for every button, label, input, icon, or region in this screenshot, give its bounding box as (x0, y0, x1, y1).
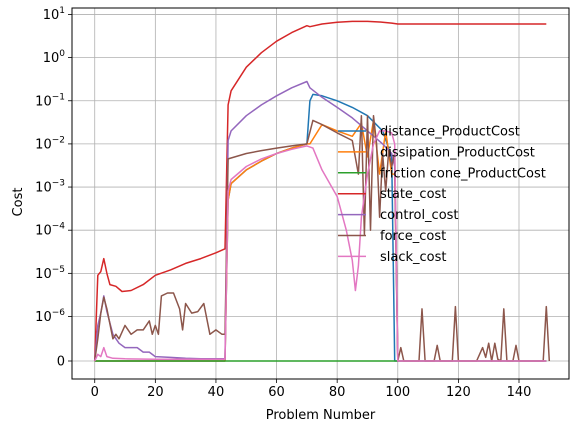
y-tick-exponent: −5 (52, 265, 65, 275)
legend-label: distance_ProductCost (380, 125, 520, 140)
legend: distance_ProductCost dissipation_ProductC… (338, 125, 546, 265)
y-axis-title: Cost (11, 188, 26, 217)
plot-frame (71, 7, 570, 380)
y-tick-exponent: −4 (52, 222, 66, 232)
legend-label: slack_cost (380, 250, 447, 265)
x-axis: 0 20 40 60 80 100 120 140 (91, 379, 532, 400)
series-line-state-cost (93, 20, 547, 362)
x-axis-title: Problem Number (266, 408, 376, 423)
y-tick-label: 0 (57, 355, 65, 370)
legend-label: dissipation_ProductCost (380, 145, 535, 160)
x-tick-label: 20 (147, 385, 164, 400)
legend-label: friction cone_ProductCost (380, 166, 546, 181)
x-tick-label: 120 (446, 385, 471, 400)
y-tick-label: 100 (43, 49, 66, 66)
x-tick-label: 100 (385, 385, 410, 400)
y-tick-label: 10−2 (35, 135, 65, 152)
y-tick-exponent: 0 (59, 49, 65, 59)
series-line-force-cost (93, 114, 551, 362)
y-tick-label: 10−5 (35, 265, 65, 282)
y-tick-label: 10−6 (35, 308, 65, 325)
series-line-control-cost (93, 80, 547, 362)
y-tick-label: 10−4 (35, 222, 65, 239)
x-tick-label: 0 (91, 385, 99, 400)
y-tick-exponent: −6 (52, 308, 66, 318)
x-tick-label: 80 (329, 385, 346, 400)
y-tick-exponent: −3 (52, 179, 65, 189)
y-tick-exponent: 1 (59, 6, 65, 16)
y-tick-exponent: −1 (52, 92, 65, 102)
series-layer (93, 20, 551, 362)
y-tick-label: 10−1 (35, 92, 65, 109)
x-tick-label: 40 (208, 385, 225, 400)
x-tick-label: 60 (268, 385, 285, 400)
legend-label: control_cost (380, 208, 459, 223)
y-tick-label: 10−3 (35, 179, 65, 196)
y-tick-label: 101 (43, 6, 65, 23)
grid (72, 8, 569, 379)
series-line-slack-cost (94, 130, 547, 362)
x-tick-label: 140 (507, 385, 532, 400)
legend-label: state_cost (380, 187, 446, 202)
legend-label: force_cost (380, 229, 446, 244)
y-tick-exponent: −2 (52, 135, 65, 145)
